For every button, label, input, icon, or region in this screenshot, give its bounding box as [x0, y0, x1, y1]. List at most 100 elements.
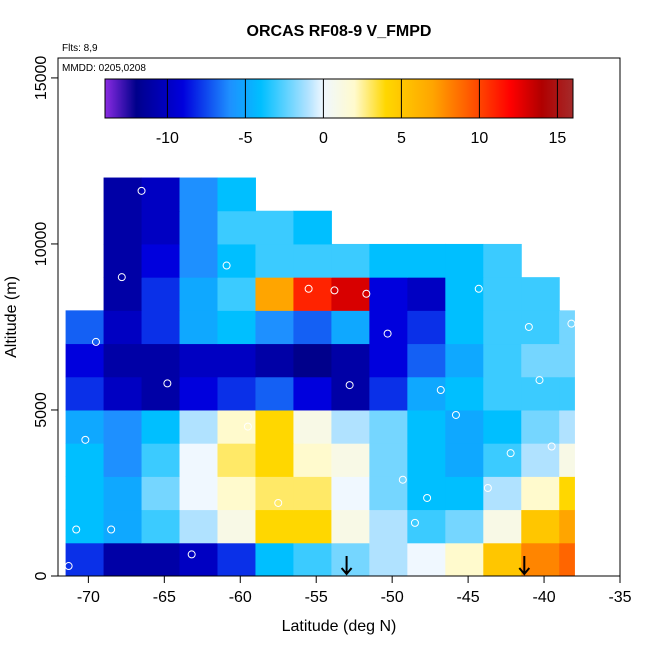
flight-point [222, 261, 231, 270]
heat-cell [141, 277, 181, 311]
heat-cell [331, 343, 370, 378]
flight-point [117, 273, 126, 282]
heat-cell [141, 210, 181, 245]
heat-cell [217, 210, 256, 245]
x-tick-label: -50 [381, 589, 404, 606]
colorbar-tick-label: -5 [238, 130, 252, 147]
heat-cell [559, 542, 575, 577]
heat-cell [217, 177, 256, 212]
heat-cell [445, 310, 484, 345]
heat-cell [369, 542, 408, 577]
heat-cell [217, 343, 256, 378]
heat-cell [369, 343, 408, 378]
flight-point [436, 386, 445, 395]
heat-cell [179, 542, 218, 577]
heat-cell [103, 542, 143, 577]
flight-point [474, 284, 483, 293]
colorbar-tick-label: 10 [471, 130, 489, 147]
flight-point [524, 322, 533, 331]
heat-cell [445, 509, 484, 544]
heat-cell [407, 509, 446, 544]
heat-cell [65, 409, 105, 444]
annotation: Flts: 8,9 [62, 43, 98, 54]
heat-cell [141, 243, 181, 278]
y-tick-label: 0 [33, 571, 50, 580]
flight-point [304, 284, 313, 293]
heat-cell [483, 509, 522, 544]
heat-cell [445, 542, 484, 577]
flight-point [81, 435, 90, 444]
heat-cell [331, 509, 370, 544]
heat-cell [65, 343, 105, 378]
heat-cell [521, 277, 560, 311]
y-axis-label: Altitude (m) [3, 276, 20, 358]
heat-cell [293, 376, 332, 411]
heat-cell [255, 409, 294, 444]
heat-cell [141, 376, 181, 411]
heat-cell [293, 443, 332, 477]
heat-cell [559, 409, 575, 444]
heat-cell [103, 343, 143, 378]
heat-cell [293, 310, 332, 345]
flight-point [506, 449, 515, 458]
heat-cell [483, 343, 522, 378]
heat-cell [103, 409, 143, 444]
heat-cell [293, 542, 332, 577]
heat-cell [559, 443, 575, 477]
heat-cell [445, 443, 484, 477]
heat-cell [293, 409, 332, 444]
heat-cell [521, 310, 560, 345]
heat-cell [369, 277, 408, 311]
heat-cell [179, 509, 218, 544]
heat-cell [103, 376, 143, 411]
heat-cell [141, 509, 181, 544]
heat-cell [483, 376, 522, 411]
heat-cell [217, 476, 256, 511]
heat-cell [141, 310, 181, 345]
heat-cell [369, 476, 408, 511]
heat-cell [179, 376, 218, 411]
flight-point [423, 493, 432, 502]
heat-cell [483, 243, 522, 278]
heat-cell [179, 443, 218, 477]
heat-cell [217, 443, 256, 477]
heat-cell [445, 409, 484, 444]
heat-cell [521, 343, 560, 378]
heat-cell [521, 409, 560, 444]
heat-cell [293, 210, 332, 245]
heat-cell [521, 509, 560, 544]
flight-point [91, 337, 100, 346]
heat-cell [293, 277, 332, 311]
y-tick-label: 5000 [33, 392, 50, 428]
x-tick-label: -70 [77, 589, 100, 606]
heat-cell [445, 343, 484, 378]
heat-cell [559, 310, 575, 345]
heat-cell [407, 476, 446, 511]
annotation: MMDD: 0205,0208 [62, 63, 146, 74]
heat-cell [407, 443, 446, 477]
heat-cell [179, 343, 218, 378]
flight-point [362, 289, 371, 298]
heat-cell [255, 509, 294, 544]
heat-cell [407, 542, 446, 577]
flight-point [535, 376, 544, 385]
flight-point [547, 442, 556, 451]
heat-cell [445, 243, 484, 278]
heat-cell [483, 409, 522, 444]
heat-cell [331, 277, 370, 311]
chart-title: ORCAS RF08-9 V_FMPD [247, 23, 432, 40]
heat-cell [255, 310, 294, 345]
heat-cell [255, 443, 294, 477]
heat-cell [141, 542, 181, 577]
flight-point [410, 518, 419, 527]
heat-cell [141, 409, 181, 444]
heat-cell [255, 277, 294, 311]
heat-cell [445, 376, 484, 411]
y-tick-label: 10000 [33, 222, 50, 267]
heat-cell [521, 376, 560, 411]
flight-point [451, 410, 460, 419]
x-tick-label: -65 [153, 589, 176, 606]
heat-cell [331, 243, 370, 278]
flight-point [163, 379, 172, 388]
heat-cell [217, 277, 256, 311]
